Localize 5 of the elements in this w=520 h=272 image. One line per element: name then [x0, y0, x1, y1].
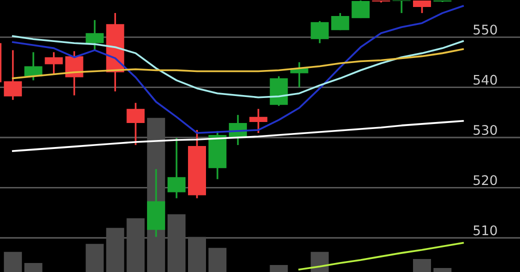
y-tick-label: 520 — [474, 175, 497, 186]
y-tick-label: 510 — [474, 225, 497, 236]
y-tick-label: 540 — [474, 74, 497, 85]
y-tick-label: 550 — [474, 24, 497, 35]
y-tick-label: 530 — [474, 124, 497, 135]
